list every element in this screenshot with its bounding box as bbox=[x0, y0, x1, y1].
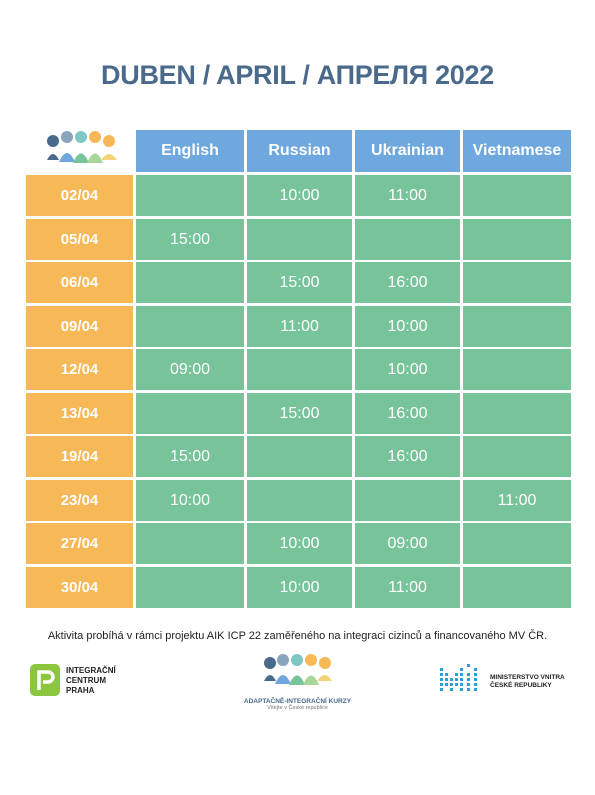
time-cell-english bbox=[136, 523, 244, 564]
aik-title: ADAPTAČNĚ-INTEGRAČNÍ KURZY bbox=[243, 698, 352, 705]
time-cell-russian: 11:00 bbox=[247, 306, 352, 347]
time-cell-english bbox=[136, 393, 244, 434]
time-cell-vietnamese bbox=[463, 262, 571, 303]
time-cell-ukrainian: 16:00 bbox=[355, 436, 460, 477]
date-cell: 02/04 bbox=[26, 175, 133, 216]
time-cell-english: 10:00 bbox=[136, 480, 244, 521]
page-title: DUBEN / APRIL / АПРЕЛЯ 2022 bbox=[101, 60, 494, 90]
time-cell-russian: 15:00 bbox=[247, 393, 352, 434]
time-cell-english bbox=[136, 306, 244, 347]
date-cell: 23/04 bbox=[26, 480, 133, 521]
date-cell: 30/04 bbox=[26, 567, 133, 608]
date-cell: 05/04 bbox=[26, 219, 133, 260]
icp-line-2: CENTRUM bbox=[66, 676, 106, 685]
time-cell-english: 09:00 bbox=[136, 349, 244, 390]
aik-subtitle: Vítejte v České republice bbox=[267, 705, 328, 711]
time-cell-vietnamese bbox=[463, 349, 571, 390]
time-cell-vietnamese bbox=[463, 175, 571, 216]
time-cell-russian bbox=[247, 480, 352, 521]
time-cell-vietnamese bbox=[463, 523, 571, 564]
people-group-icon bbox=[47, 131, 117, 163]
icp-logo: INTEGRAČNÍ CENTRUM PRAHA bbox=[30, 664, 140, 704]
time-cell-vietnamese bbox=[463, 306, 571, 347]
time-cell-english bbox=[136, 567, 244, 608]
time-cell-russian bbox=[247, 219, 352, 260]
date-cell: 09/04 bbox=[26, 306, 133, 347]
time-cell-vietnamese bbox=[463, 219, 571, 260]
icp-mark-icon bbox=[30, 664, 60, 696]
time-cell-vietnamese bbox=[463, 436, 571, 477]
aik-people-icon bbox=[263, 654, 332, 685]
mv-line-2: ČESKÉ REPUBLIKY bbox=[490, 682, 552, 689]
date-cell: 27/04 bbox=[26, 523, 133, 564]
icp-line-3: PRAHA bbox=[66, 686, 95, 695]
time-cell-vietnamese: 11:00 bbox=[463, 480, 571, 521]
time-cell-russian: 10:00 bbox=[247, 175, 352, 216]
time-cell-russian: 15:00 bbox=[247, 262, 352, 303]
time-cell-ukrainian: 10:00 bbox=[355, 349, 460, 390]
time-cell-ukrainian bbox=[355, 219, 460, 260]
time-cell-vietnamese bbox=[463, 567, 571, 608]
column-header-ukrainian: Ukrainian bbox=[355, 130, 460, 172]
time-cell-vietnamese bbox=[463, 393, 571, 434]
time-cell-ukrainian: 11:00 bbox=[355, 567, 460, 608]
time-cell-english: 15:00 bbox=[136, 219, 244, 260]
time-cell-ukrainian bbox=[355, 480, 460, 521]
time-cell-english bbox=[136, 175, 244, 216]
time-cell-ukrainian: 10:00 bbox=[355, 306, 460, 347]
time-cell-russian: 10:00 bbox=[247, 567, 352, 608]
aik-logo: ADAPTAČNĚ-INTEGRAČNÍ KURZY Vítejte v Čes… bbox=[235, 653, 360, 713]
time-cell-ukrainian: 09:00 bbox=[355, 523, 460, 564]
time-cell-english: 15:00 bbox=[136, 436, 244, 477]
mv-dots-icon bbox=[440, 664, 477, 691]
time-cell-russian bbox=[247, 436, 352, 477]
date-cell: 06/04 bbox=[26, 262, 133, 303]
time-cell-russian bbox=[247, 349, 352, 390]
column-header-vietnamese: Vietnamese bbox=[463, 130, 571, 172]
time-cell-ukrainian: 16:00 bbox=[355, 262, 460, 303]
mv-line-1: MINISTERSTVO VNITRA bbox=[490, 674, 565, 681]
time-cell-ukrainian: 11:00 bbox=[355, 175, 460, 216]
footnote: Aktivita probíhá v rámci projektu AIK IC… bbox=[47, 630, 548, 642]
column-header-russian: Russian bbox=[247, 130, 352, 172]
time-cell-english bbox=[136, 262, 244, 303]
date-cell: 19/04 bbox=[26, 436, 133, 477]
date-cell: 12/04 bbox=[26, 349, 133, 390]
time-cell-russian: 10:00 bbox=[247, 523, 352, 564]
column-header-english: English bbox=[136, 130, 244, 172]
time-cell-ukrainian: 16:00 bbox=[355, 393, 460, 434]
date-cell: 13/04 bbox=[26, 393, 133, 434]
mv-logo: MINISTERSTVO VNITRA ČESKÉ REPUBLIKY bbox=[440, 664, 580, 704]
icp-line-1: INTEGRAČNÍ bbox=[66, 666, 116, 675]
